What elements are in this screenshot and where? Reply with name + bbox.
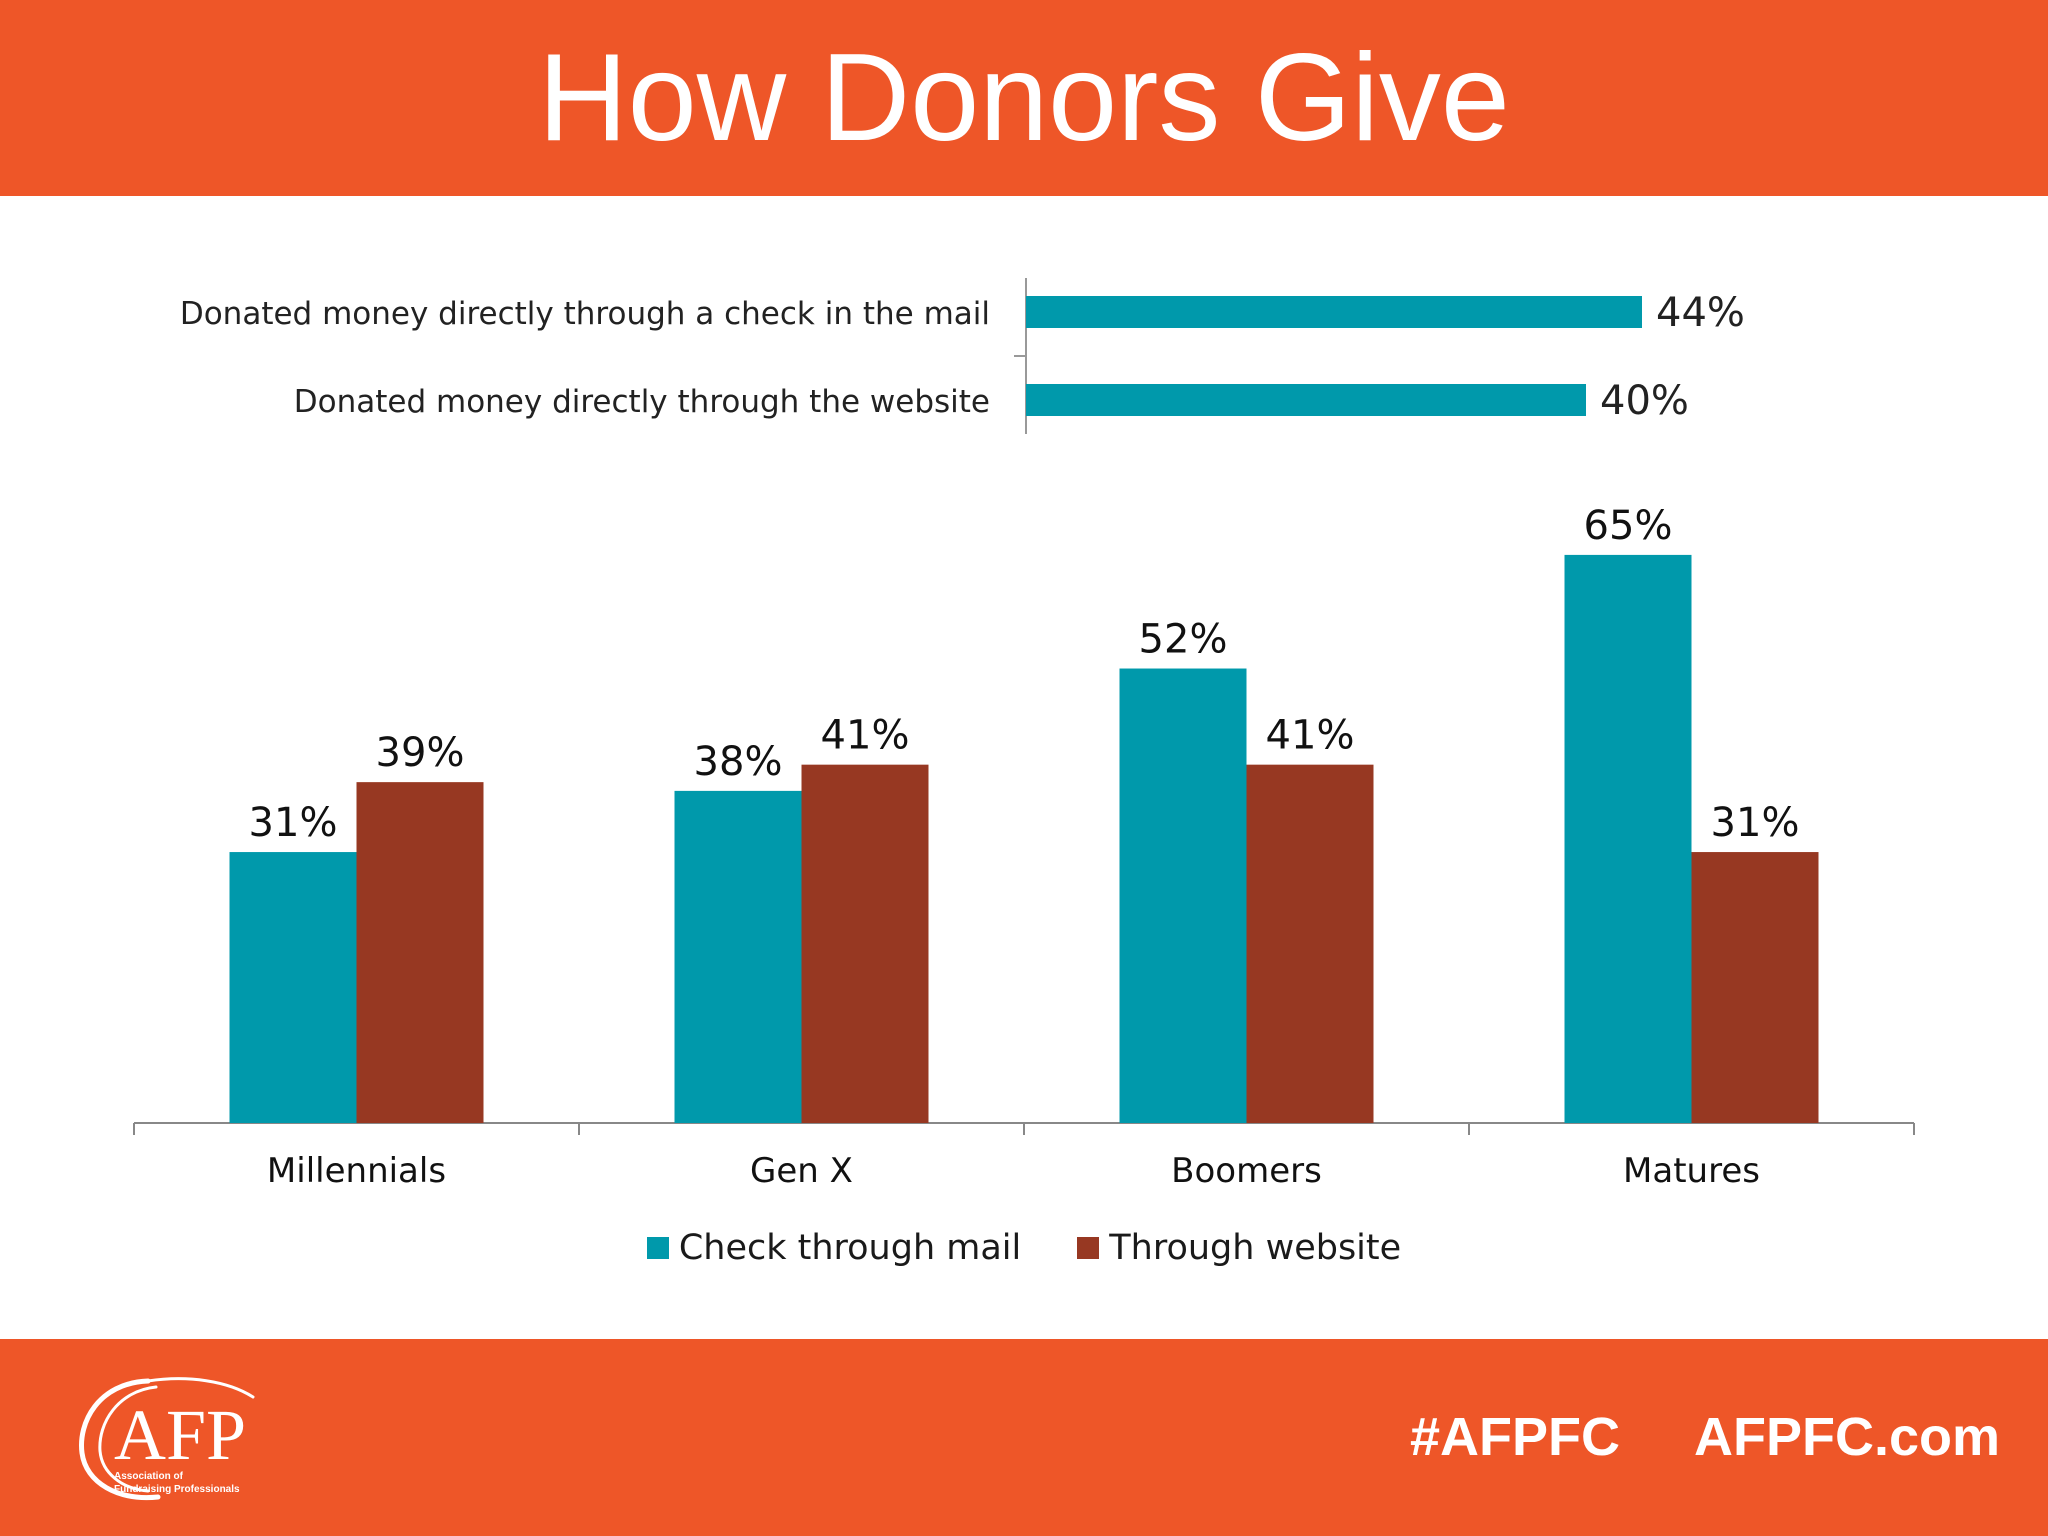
data-label: 41%: [1266, 713, 1355, 759]
hashtag: #AFPFC: [1410, 1407, 1621, 1467]
logo-text: AFP: [114, 1395, 246, 1475]
legend-label-website: Through website: [1109, 1228, 1402, 1268]
data-label: 52%: [1139, 617, 1228, 663]
legend-item-website: Through website: [1077, 1228, 1401, 1268]
generation-method-chart: 31% 39% Millennials 38% 41% Gen X 52% 41% Boomer…: [133, 503, 1915, 1191]
title-banner: How Donors Give: [0, 0, 2048, 196]
overall-method-chart: Donated money directly through a check i…: [180, 278, 1745, 434]
legend-item-check: Check through mail: [646, 1228, 1022, 1268]
bar-check: [1119, 668, 1247, 1123]
legend-swatch-check: [646, 1237, 669, 1259]
bar-website: [1246, 764, 1374, 1123]
legend-swatch-website: [1077, 1237, 1100, 1259]
data-label: 31%: [249, 800, 338, 846]
bar-check: [1564, 554, 1692, 1123]
bar-check: [229, 852, 357, 1123]
x-tick-label: Boomers: [1171, 1151, 1322, 1191]
top-chart-bar: [1026, 296, 1642, 328]
top-chart-bar: [1026, 384, 1586, 416]
logo-subtext-2: Fundraising Professionals: [114, 1484, 240, 1495]
bar-website: [356, 782, 484, 1123]
bar-website: [1691, 852, 1819, 1123]
data-label: 38%: [694, 739, 783, 785]
page-title: How Donors Give: [538, 29, 1510, 167]
data-label: 31%: [1711, 800, 1800, 846]
footer-banner: AFP Association of Fundraising Professio…: [0, 1339, 2048, 1536]
afp-logo: AFP Association of Fundraising Professio…: [79, 1377, 255, 1501]
top-chart-value-label: 44%: [1656, 290, 1745, 336]
top-chart-category-label: Donated money directly through the websi…: [294, 384, 990, 420]
top-chart-category-label: Donated money directly through a check i…: [180, 296, 990, 332]
footer-website: AFPFC.com: [1694, 1407, 2001, 1467]
legend-label-check: Check through mail: [678, 1228, 1022, 1268]
x-tick-label: Matures: [1623, 1151, 1760, 1191]
data-label: 41%: [821, 713, 910, 759]
data-label: 39%: [376, 730, 465, 776]
bar-check: [674, 790, 802, 1123]
logo-subtext-1: Association of: [114, 1471, 184, 1482]
chart-legend: Check through mail Through website: [0, 1226, 2048, 1270]
x-tick-label: Millennials: [267, 1151, 446, 1191]
data-label: 65%: [1584, 503, 1673, 549]
x-tick-label: Gen X: [750, 1151, 853, 1191]
bar-website: [801, 764, 929, 1123]
top-chart-value-label: 40%: [1600, 378, 1689, 424]
